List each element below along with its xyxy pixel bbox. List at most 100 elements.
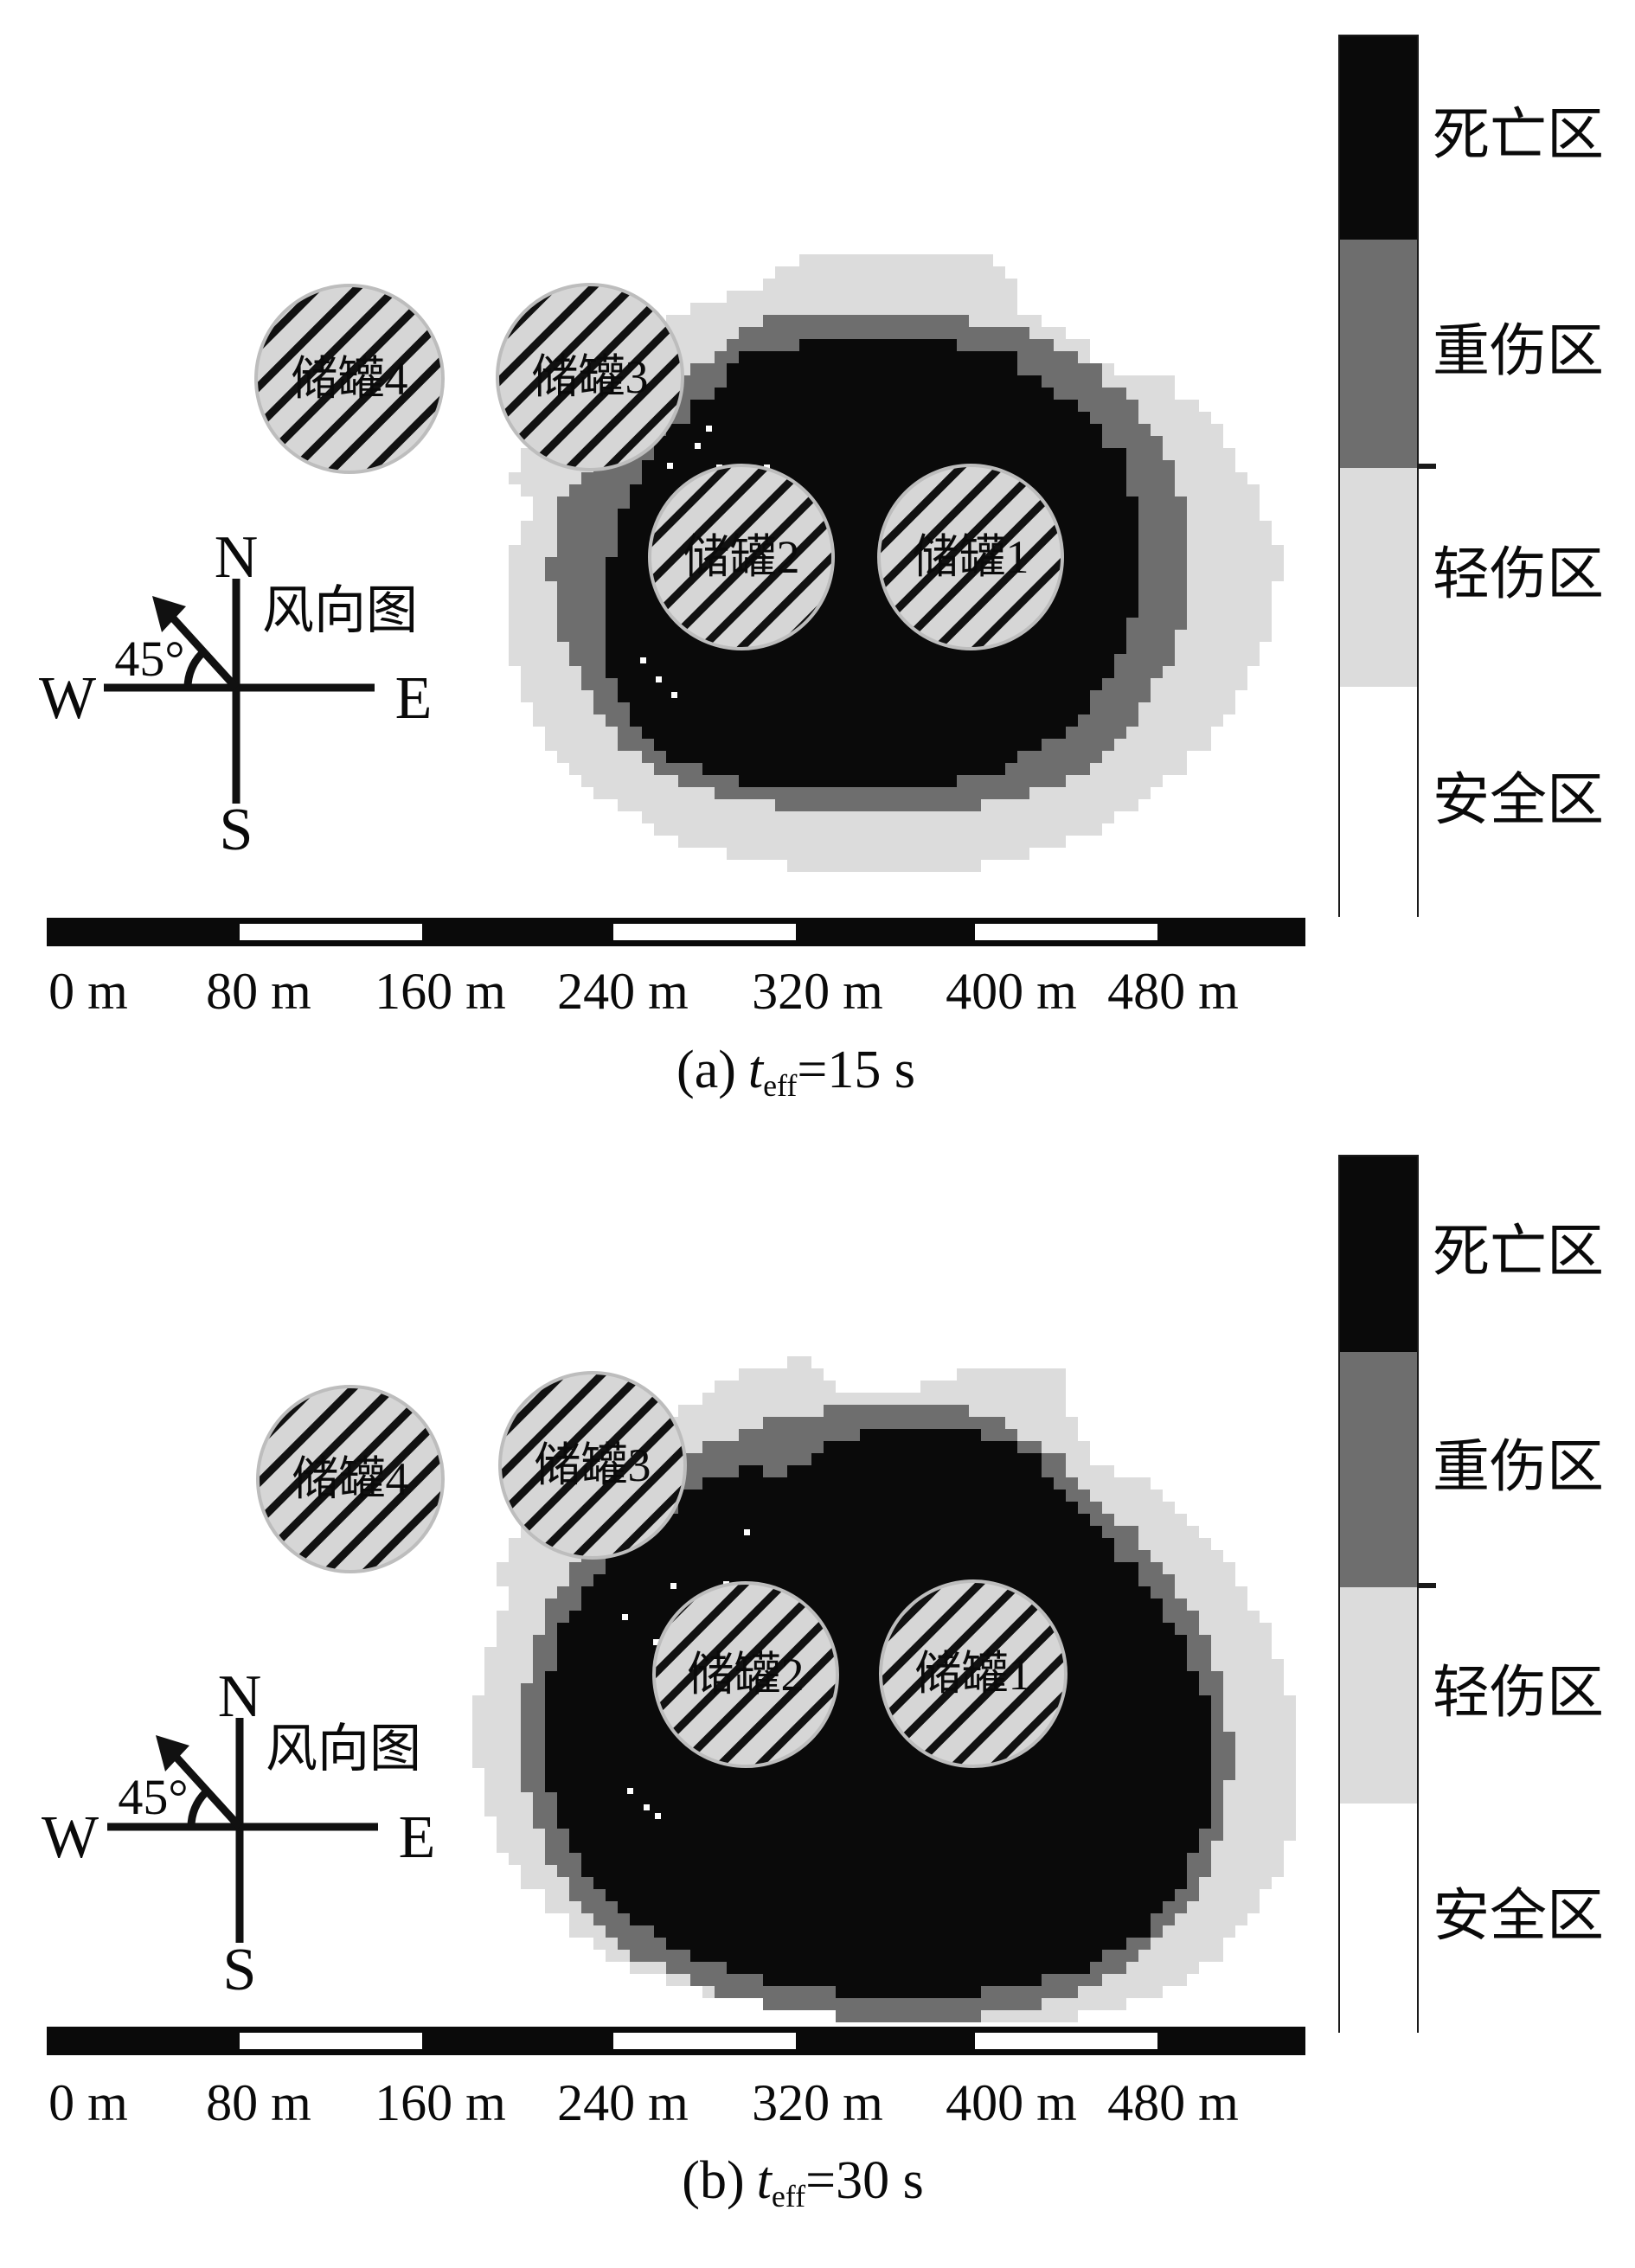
map-speck: [744, 1529, 750, 1535]
legend-label-light-injury-zone: 轻伤区: [1433, 543, 1604, 606]
scale-tick-label: 240 m: [557, 963, 689, 1020]
caption-variable: t: [756, 2151, 772, 2210]
compass-north-label: N: [214, 524, 259, 591]
death-zone: [606, 339, 1138, 787]
tank-label: 储罐2: [687, 1649, 805, 1701]
scale-bar-segment: [240, 924, 422, 940]
scale-bar-segment: [975, 924, 1157, 940]
tank-label: 储罐2: [683, 531, 800, 583]
wind-arrow-head: [152, 596, 186, 632]
scale-tick-label: 160 m: [375, 2074, 506, 2131]
map-speck: [670, 1583, 676, 1589]
wind-angle-label: 45°: [118, 1769, 189, 1825]
death-zone: [545, 1429, 1211, 1998]
legend-swatch-severe-injury-zone: [1340, 1352, 1417, 1587]
tank-label: 储罐3: [534, 1439, 651, 1491]
storage-tank-circle: [254, 284, 445, 474]
map-speck: [656, 676, 662, 682]
map-speck: [627, 1788, 633, 1794]
scale-bar-segment: [240, 2033, 422, 2049]
scale-tick-label: 400 m: [946, 963, 1077, 1020]
compass-west-label: W: [41, 1804, 99, 1871]
caption-index: (b): [682, 2151, 745, 2210]
compass-west-label: W: [38, 665, 97, 732]
caption-value: =30 s: [805, 2151, 924, 2210]
legend-label-safe-zone: 安全区: [1433, 1885, 1604, 1948]
map-speck: [640, 657, 646, 663]
legend-label-death-zone: 死亡区: [1433, 104, 1604, 167]
scale-tick-label: 320 m: [752, 2074, 883, 2131]
tank-label: 储罐4: [291, 353, 408, 405]
map-speck: [667, 463, 673, 469]
caption-variable: t: [747, 1041, 764, 1099]
tank-label: 储罐4: [292, 1453, 409, 1505]
subfigure-caption-a: (a) teff=15 s: [676, 1043, 915, 1102]
scale-bar-segment: [613, 2033, 796, 2049]
legend-swatch-safe-zone: [1340, 1804, 1417, 2034]
caption-index: (a): [676, 1041, 736, 1099]
storage-tank-circle: [879, 1579, 1068, 1768]
scale-tick-label: 320 m: [752, 963, 883, 1020]
hazard-map-b: [107, 1356, 1296, 2022]
scale-tick-label: 0 m: [48, 963, 128, 1020]
map-speck: [653, 1639, 659, 1645]
compass-east-label: E: [394, 665, 433, 732]
caption-subscript: eff: [771, 2179, 806, 2214]
legend-boundary-tick: [1417, 1583, 1436, 1588]
legend-label-death-zone: 死亡区: [1433, 1220, 1604, 1284]
legend-swatch-safe-zone: [1340, 687, 1417, 919]
legend-swatch-light-injury-zone: [1340, 468, 1417, 687]
compass-east-label: E: [398, 1804, 436, 1871]
storage-tank-circle: [496, 283, 684, 471]
map-speck: [671, 692, 677, 698]
legend-swatch-light-injury-zone: [1340, 1587, 1417, 1804]
caption-subscript: eff: [763, 1068, 798, 1104]
scale-bar: [47, 918, 1305, 946]
storage-tank-circle: [652, 1581, 839, 1768]
angle-arc: [187, 1790, 208, 1828]
storage-tank-circle: [877, 464, 1064, 650]
scale-tick-label: 0 m: [48, 2074, 128, 2131]
legend-colorbar: [1338, 35, 1419, 919]
legend-swatch-death-zone: [1340, 36, 1417, 240]
scale-bar-segment: [975, 2033, 1157, 2049]
tank-label: 储罐1: [912, 531, 1029, 583]
wind-rose-title: 风向图: [266, 1720, 421, 1778]
scale-tick-label: 240 m: [557, 2074, 689, 2131]
storage-tank-circle: [648, 464, 835, 650]
legend-label-light-injury-zone: 轻伤区: [1433, 1662, 1604, 1725]
wind-rose-title: 风向图: [262, 582, 418, 639]
wind-arrow-shaft: [167, 1747, 243, 1830]
tank-label: 储罐1: [914, 1648, 1032, 1700]
caption-value: =15 s: [797, 1041, 915, 1099]
tank-label: 储罐3: [531, 351, 649, 403]
map-speck: [655, 1813, 661, 1819]
map-speck: [644, 1804, 650, 1810]
angle-arc: [183, 650, 205, 689]
legend-label-safe-zone: 安全区: [1433, 769, 1604, 832]
legend-colorbar: [1338, 1155, 1419, 2034]
legend-swatch-death-zone: [1340, 1156, 1417, 1352]
map-speck: [706, 426, 712, 432]
legend-swatch-severe-injury-zone: [1340, 240, 1417, 468]
compass-north-label: N: [217, 1663, 262, 1730]
scale-tick-label: 160 m: [375, 963, 506, 1020]
legend-label-severe-injury-zone: 重伤区: [1433, 1436, 1604, 1499]
wind-angle-label: 45°: [114, 631, 185, 687]
legend-label-severe-injury-zone: 重伤区: [1433, 320, 1604, 383]
compass-south-label: S: [219, 797, 253, 863]
wind-arrow-head: [156, 1735, 189, 1771]
compass-south-label: S: [222, 1937, 257, 2003]
storage-tank-circle: [256, 1385, 445, 1573]
scale-bar: [47, 2027, 1305, 2055]
scale-tick-label: 80 m: [206, 963, 311, 1020]
legend-boundary-tick: [1417, 464, 1436, 469]
wind-arrow-shaft: [164, 608, 240, 691]
scale-tick-label: 400 m: [946, 2074, 1077, 2131]
scale-tick-label: 80 m: [206, 2074, 311, 2131]
scale-bar-segment: [613, 924, 796, 940]
map-speck: [695, 443, 701, 449]
hazard-map-a: [104, 254, 1284, 872]
